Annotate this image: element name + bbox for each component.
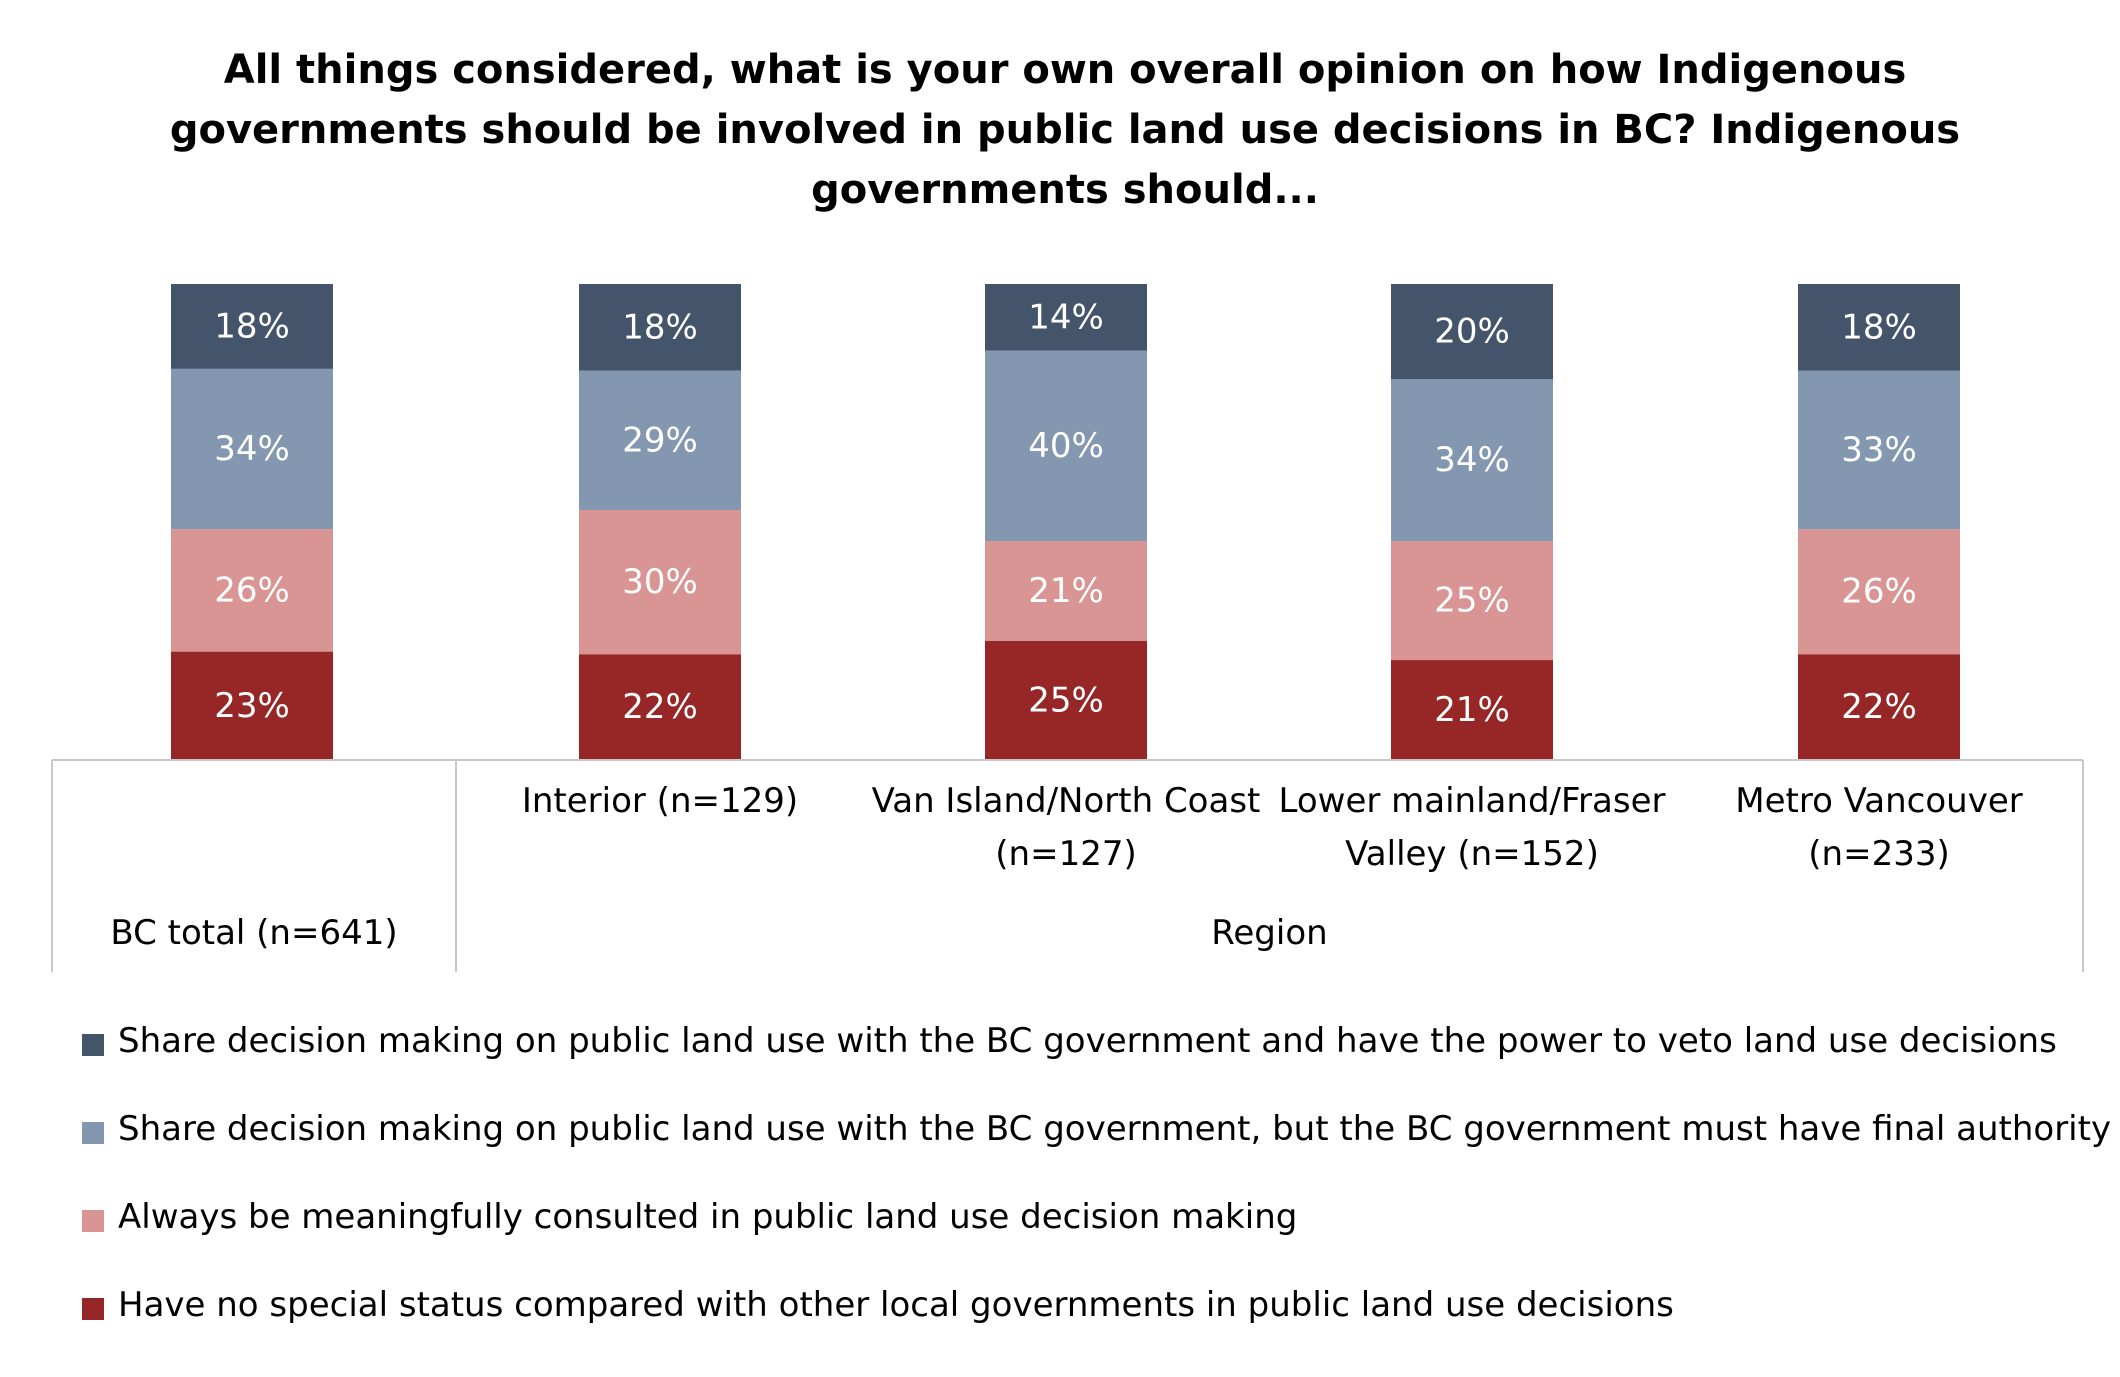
data-label: 23%	[214, 686, 290, 726]
data-label: 18%	[1841, 307, 1917, 347]
data-label: 18%	[622, 307, 698, 347]
bar-segment	[1391, 284, 1553, 380]
data-label: 22%	[622, 687, 698, 727]
category-group-label: Region	[1211, 913, 1327, 953]
legend-label: Always be meaningfully consulted in publ…	[118, 1197, 1298, 1237]
bar-segment	[171, 529, 333, 652]
data-label: 25%	[1434, 581, 1510, 621]
bar-segment	[171, 368, 333, 530]
category-label: Lower mainland/Fraser Valley (n=152)	[1279, 781, 1666, 874]
data-label: 30%	[622, 562, 698, 602]
bar-segment	[1798, 529, 1960, 655]
chart-title: All things considered, what is your own …	[169, 47, 1961, 213]
data-label: 18%	[214, 306, 290, 346]
bars: 23% 26% 34% 18% 22% 30% 29% 18% 25% 21% 40% 14% 21% 2…	[171, 284, 1960, 760]
bar-segment	[579, 509, 741, 655]
data-label: 29%	[622, 420, 698, 460]
legend-label: Share decision making on public land use…	[118, 1109, 2112, 1149]
bar-segment	[1798, 370, 1960, 530]
bar-segment	[1391, 541, 1553, 661]
data-label: 25%	[1028, 681, 1104, 721]
legend-swatch	[82, 1298, 104, 1320]
legend-label: Have no special status compared with oth…	[118, 1285, 1674, 1325]
data-label: 14%	[1028, 297, 1104, 337]
data-label: 40%	[1028, 426, 1104, 466]
legend-swatch	[82, 1210, 104, 1232]
bar-segment	[985, 284, 1147, 351]
bar-segment	[1798, 654, 1960, 760]
bar-segment	[985, 641, 1147, 760]
category-label: Van Island/North Coast (n=127)	[872, 781, 1261, 874]
category-group-label: BC total (n=641)	[110, 913, 397, 953]
data-label: 21%	[1434, 690, 1510, 730]
bar-segment	[1798, 284, 1960, 371]
bar-segment	[985, 350, 1147, 542]
data-label: 20%	[1434, 312, 1510, 352]
legend-label: Share decision making on public land use…	[118, 1021, 2057, 1061]
data-label: 21%	[1028, 571, 1104, 611]
legend-swatch	[82, 1122, 104, 1144]
bar-segment	[1391, 379, 1553, 542]
category-label: Interior (n=129)	[522, 781, 798, 821]
data-label: 34%	[214, 429, 290, 469]
legend-swatch	[82, 1034, 104, 1056]
category-axis: Interior (n=129) Van Island/North Coast (n…	[51, 759, 2084, 972]
bar-segment	[171, 284, 333, 369]
bar-segment	[579, 284, 741, 371]
data-label: 26%	[214, 570, 290, 610]
data-label: 33%	[1841, 430, 1917, 470]
category-label: Metro Vancouver (n=233)	[1735, 781, 2023, 874]
data-label: 22%	[1841, 687, 1917, 727]
data-label: 26%	[1841, 572, 1917, 612]
bar-segment	[579, 654, 741, 760]
bar-segment	[1391, 660, 1553, 760]
bar-segment	[579, 370, 741, 510]
bar-segment	[171, 651, 333, 760]
data-label: 34%	[1434, 440, 1510, 480]
bar-segment	[985, 541, 1147, 641]
